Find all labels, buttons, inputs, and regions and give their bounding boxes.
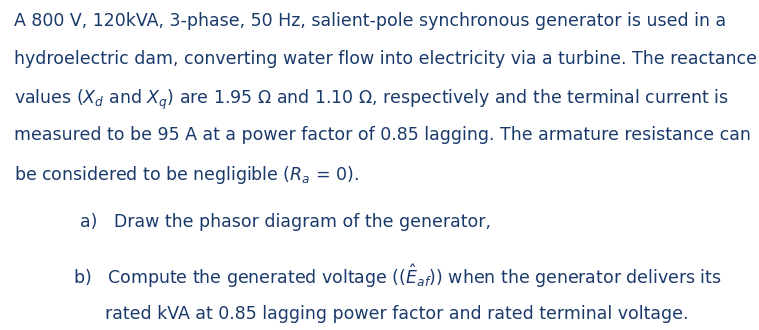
Text: b)   Compute the generated voltage ($(\hat{E}_{af})$) when the generator deliver: b) Compute the generated voltage ($(\hat… (73, 263, 722, 290)
Text: be considered to be negligible ($R_a$ = 0).: be considered to be negligible ($R_a$ = … (14, 164, 359, 186)
Text: measured to be 95 A at a power factor of 0.85 lagging. The armature resistance c: measured to be 95 A at a power factor of… (14, 126, 751, 144)
Text: A 800 V, 120kVA, 3-phase, 50 Hz, salient-pole synchronous generator is used in a: A 800 V, 120kVA, 3-phase, 50 Hz, salient… (14, 12, 726, 30)
Text: a)   Draw the phasor diagram of the generator,: a) Draw the phasor diagram of the genera… (80, 214, 491, 231)
Text: hydroelectric dam, converting water flow into electricity via a turbine. The rea: hydroelectric dam, converting water flow… (14, 50, 757, 68)
Text: rated kVA at 0.85 lagging power factor and rated terminal voltage.: rated kVA at 0.85 lagging power factor a… (105, 305, 688, 323)
Text: values ($X_d$ and $X_q$) are 1.95 $\Omega$ and 1.10 $\Omega$, respectively and t: values ($X_d$ and $X_q$) are 1.95 $\Omeg… (14, 88, 729, 112)
